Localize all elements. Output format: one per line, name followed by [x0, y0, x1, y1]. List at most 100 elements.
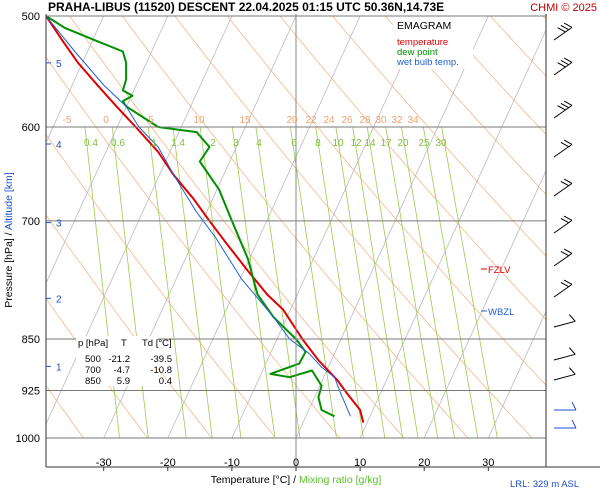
- legend-temperature: temperature: [397, 37, 448, 48]
- dry-adiabat: [46, 134, 277, 439]
- wind-barb: [553, 367, 576, 381]
- temperature-tick-label: -10: [224, 457, 240, 469]
- table-cell: 500: [85, 354, 101, 365]
- pressure-tick-label: 500: [22, 11, 40, 23]
- wind-barb-staff: [553, 26, 573, 41]
- mixing-ratio-line: [366, 126, 419, 439]
- wind-barb-feather: [560, 180, 569, 187]
- wind-barb-feather: [557, 27, 566, 33]
- wind-barb-feather: [560, 59, 569, 66]
- y-axis-title: Pressure [hPa] / Altitude [km]: [3, 172, 15, 307]
- mixing-ratio-label: 3: [233, 138, 239, 149]
- station-note: LRL: 329 m ASL: [510, 479, 579, 490]
- wind-barb-feather: [563, 248, 573, 254]
- wind-barb-feather: [568, 367, 576, 375]
- dry-adiabat-label: 22: [305, 115, 317, 126]
- wind-barb: [554, 419, 577, 429]
- temperature-tick-label: -20: [160, 457, 176, 469]
- mixing-ratio-label: 25: [418, 138, 430, 149]
- temperature-tick-label: 20: [418, 457, 430, 469]
- wind-barb-feather: [563, 57, 573, 63]
- isotherm: [46, 15, 105, 144]
- isotherm: [552, 16, 600, 438]
- dry-adiabat: [279, 15, 546, 321]
- wind-barb-feather: [563, 215, 573, 221]
- pressure-tick-label: 700: [22, 216, 40, 228]
- dry-adiabat-label: 26: [341, 115, 353, 126]
- dry-adiabat-label: -5: [63, 115, 72, 126]
- wind-barb-staff: [553, 182, 573, 197]
- wind-barb: [553, 100, 573, 119]
- wind-barb-feather: [563, 279, 573, 285]
- isotherm: [167, 15, 361, 439]
- dew-point-line: [46, 15, 335, 418]
- mixing-ratio-label: 14: [364, 138, 376, 149]
- wind-barb-feather: [560, 24, 569, 31]
- mixing-ratio-line: [422, 126, 479, 439]
- wind-barb-staff: [553, 373, 576, 381]
- wind-barb: [553, 178, 573, 197]
- wind-barb-feather: [571, 401, 577, 411]
- wind-barb-staff: [553, 104, 573, 119]
- legend-heading: EMAGRAM: [397, 20, 451, 32]
- legend-wet-bulb: wet bulb temp.: [396, 57, 459, 68]
- wind-barb-staff: [553, 283, 573, 298]
- altitude-tick-label: 4: [56, 140, 62, 151]
- dry-adiabat-label: 34: [407, 115, 419, 126]
- mixing-ratio-line: [401, 126, 455, 439]
- mixing-ratio-label: 17: [380, 138, 392, 149]
- wbzl-label: WBZL: [488, 307, 514, 318]
- mixing-ratio-line: [84, 126, 120, 439]
- mixing-ratio-line: [335, 126, 386, 439]
- wind-barb-staff: [553, 252, 573, 267]
- dry-adiabat: [332, 15, 546, 257]
- y-axis-label-altitude: Altitude [km]: [3, 172, 15, 230]
- mixing-ratio-line: [315, 126, 364, 439]
- wind-barb-feather: [563, 178, 573, 184]
- dry-adiabat-label: 24: [323, 115, 335, 126]
- chart-title: PRAHA-LIBUS (11520) DESCENT 22.04.2025 0…: [48, 0, 444, 14]
- dry-adiabat-label: 32: [391, 115, 403, 126]
- dry-adiabat-label: 28: [359, 115, 371, 126]
- mixing-ratio-line: [255, 126, 301, 439]
- y-axis-label-separator: /: [3, 230, 15, 238]
- dry-adiabat: [490, 15, 546, 77]
- altitude-tick-label: 5: [56, 59, 62, 70]
- x-axis-label-mixing: Mixing ratio [g/kg]: [299, 474, 381, 486]
- mixing-ratio-label: 1.4: [171, 138, 185, 149]
- dry-adiabat-label: 0: [103, 115, 109, 126]
- wind-barb-feather: [557, 105, 566, 111]
- mixing-ratio-line: [385, 126, 439, 439]
- dry-adiabat-label: 20: [286, 115, 298, 126]
- wind-barb: [553, 215, 573, 234]
- mixing-ratio-line: [441, 126, 498, 439]
- wet-bulb-line: [46, 15, 351, 417]
- mixing-ratio-line: [111, 126, 149, 439]
- wind-barb-feather: [557, 62, 566, 68]
- dry-adiabat: [121, 15, 469, 439]
- data-table: p [hPa] T Td [°C] 500 -21.2 -39.5 700 -4…: [76, 336, 172, 387]
- dry-adiabat: [46, 214, 213, 439]
- dry-adiabat-label: 5: [148, 115, 154, 126]
- mixing-ratio-label: 8: [315, 138, 321, 149]
- x-axis-label-temperature: Temperature [°C]: [211, 474, 291, 486]
- table-header-t: T: [121, 338, 127, 349]
- table-cell: -39.5: [150, 354, 172, 365]
- wind-barb-feather: [560, 281, 569, 288]
- table-cell: 700: [85, 365, 101, 376]
- legend: EMAGRAM temperature dew point wet bulb t…: [393, 17, 473, 69]
- dry-adiabat: [69, 15, 405, 439]
- dry-adiabat: [596, 16, 600, 438]
- wind-barb-staff: [553, 320, 576, 328]
- temperature-tick-label: 30: [482, 457, 494, 469]
- isotherm: [46, 15, 169, 285]
- wind-barb-feather: [560, 102, 569, 109]
- wind-barb: [553, 139, 573, 158]
- mixing-ratio-label: 1: [151, 138, 157, 149]
- mixing-ratio-label: 4: [256, 138, 262, 149]
- wind-barb: [553, 347, 576, 361]
- table-cell: 5.9: [117, 376, 130, 387]
- wind-barb-feather: [563, 139, 573, 145]
